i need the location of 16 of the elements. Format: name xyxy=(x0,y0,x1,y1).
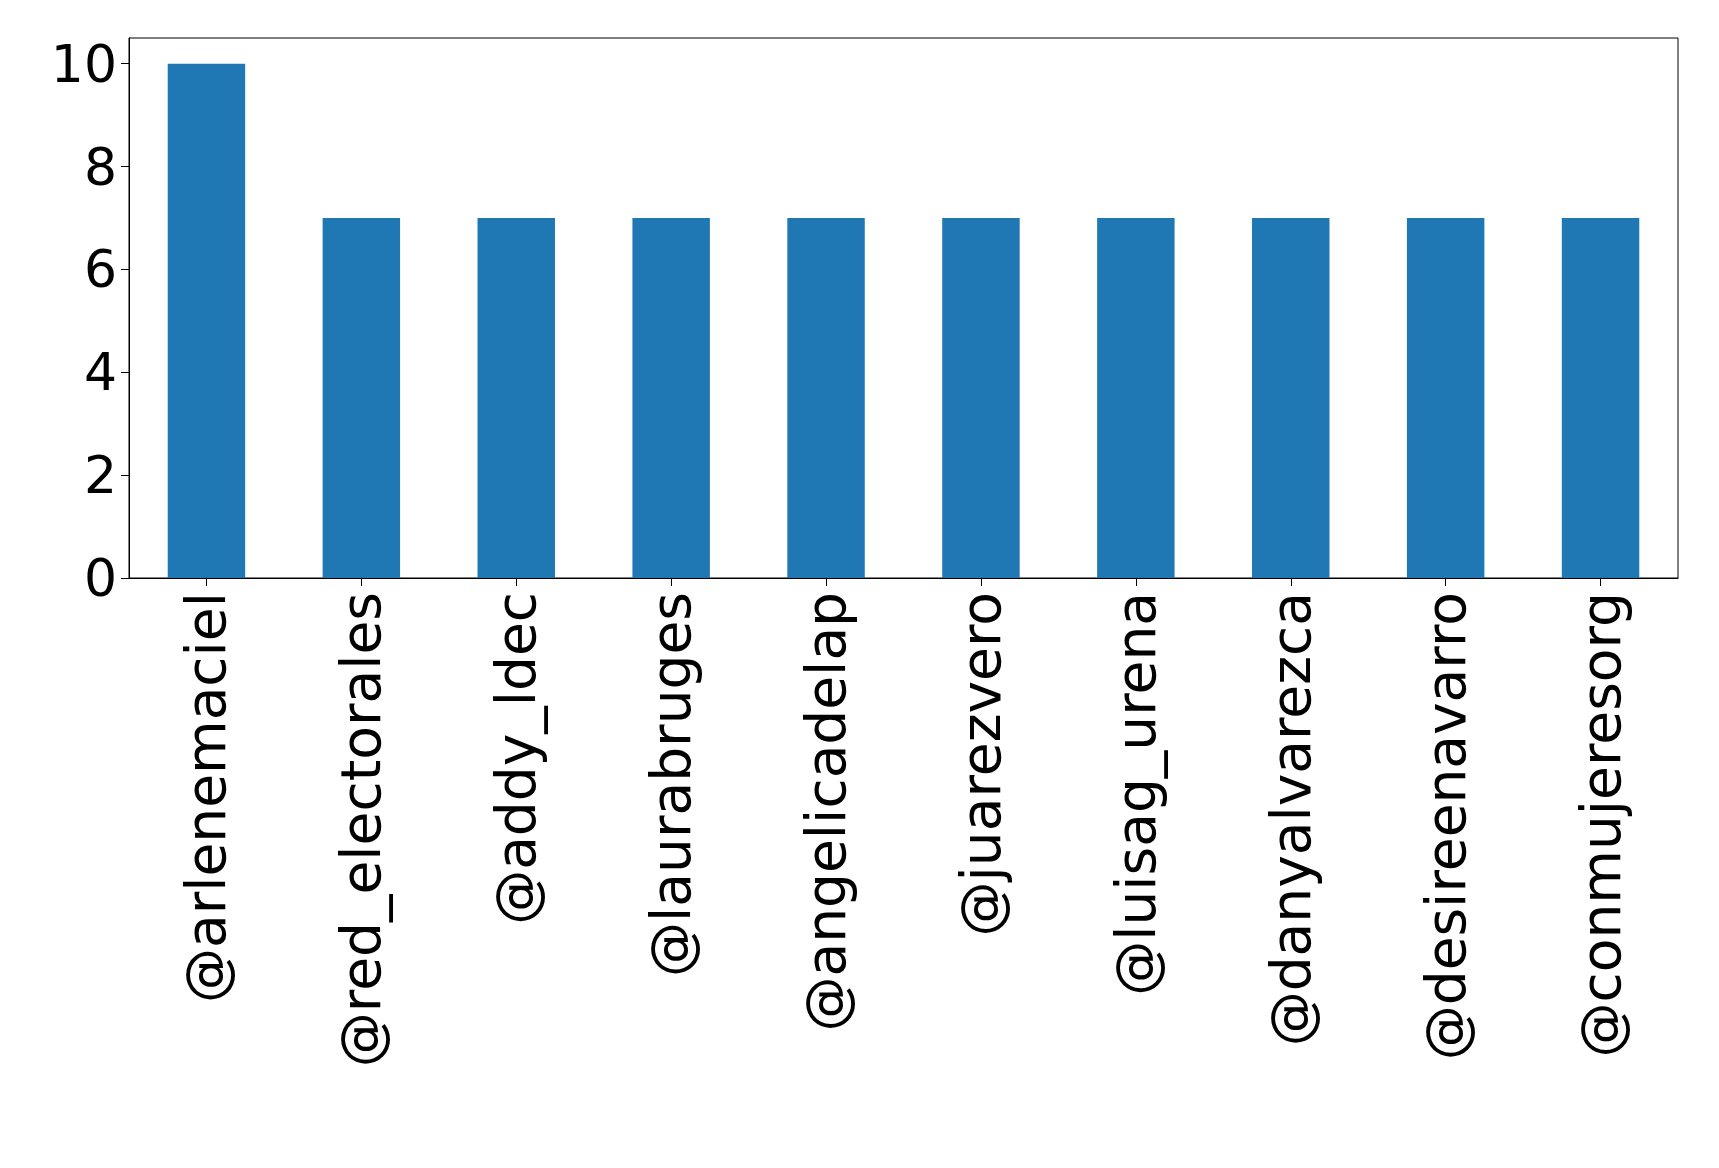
x-tick-label: @conmujeresorg xyxy=(1568,592,1633,1058)
x-tick-label: @desireenavarro xyxy=(1413,592,1478,1061)
x-tick-label: @laurabruges xyxy=(639,592,704,977)
x-tick-label: @addy_ldec xyxy=(484,592,549,925)
x-tick-label: @danyalvarezca xyxy=(1258,592,1323,1047)
x-tick-label: @arlenemaciel xyxy=(174,592,239,1004)
x-tick-label: @juarezvero xyxy=(948,592,1013,937)
x-tick-label: @angelicadelap xyxy=(794,592,859,1032)
y-tick-label: 4 xyxy=(83,342,117,403)
y-tick-label: 0 xyxy=(83,548,117,608)
y-tick-label: 10 xyxy=(50,33,117,94)
y-tick-label: 6 xyxy=(83,239,117,300)
x-tick-label: @red_electorales xyxy=(329,592,394,1068)
y-tick-label: 8 xyxy=(83,136,117,197)
x-tick-label: @luisag_urena xyxy=(1103,592,1168,996)
y-tick-label: 2 xyxy=(83,445,117,506)
